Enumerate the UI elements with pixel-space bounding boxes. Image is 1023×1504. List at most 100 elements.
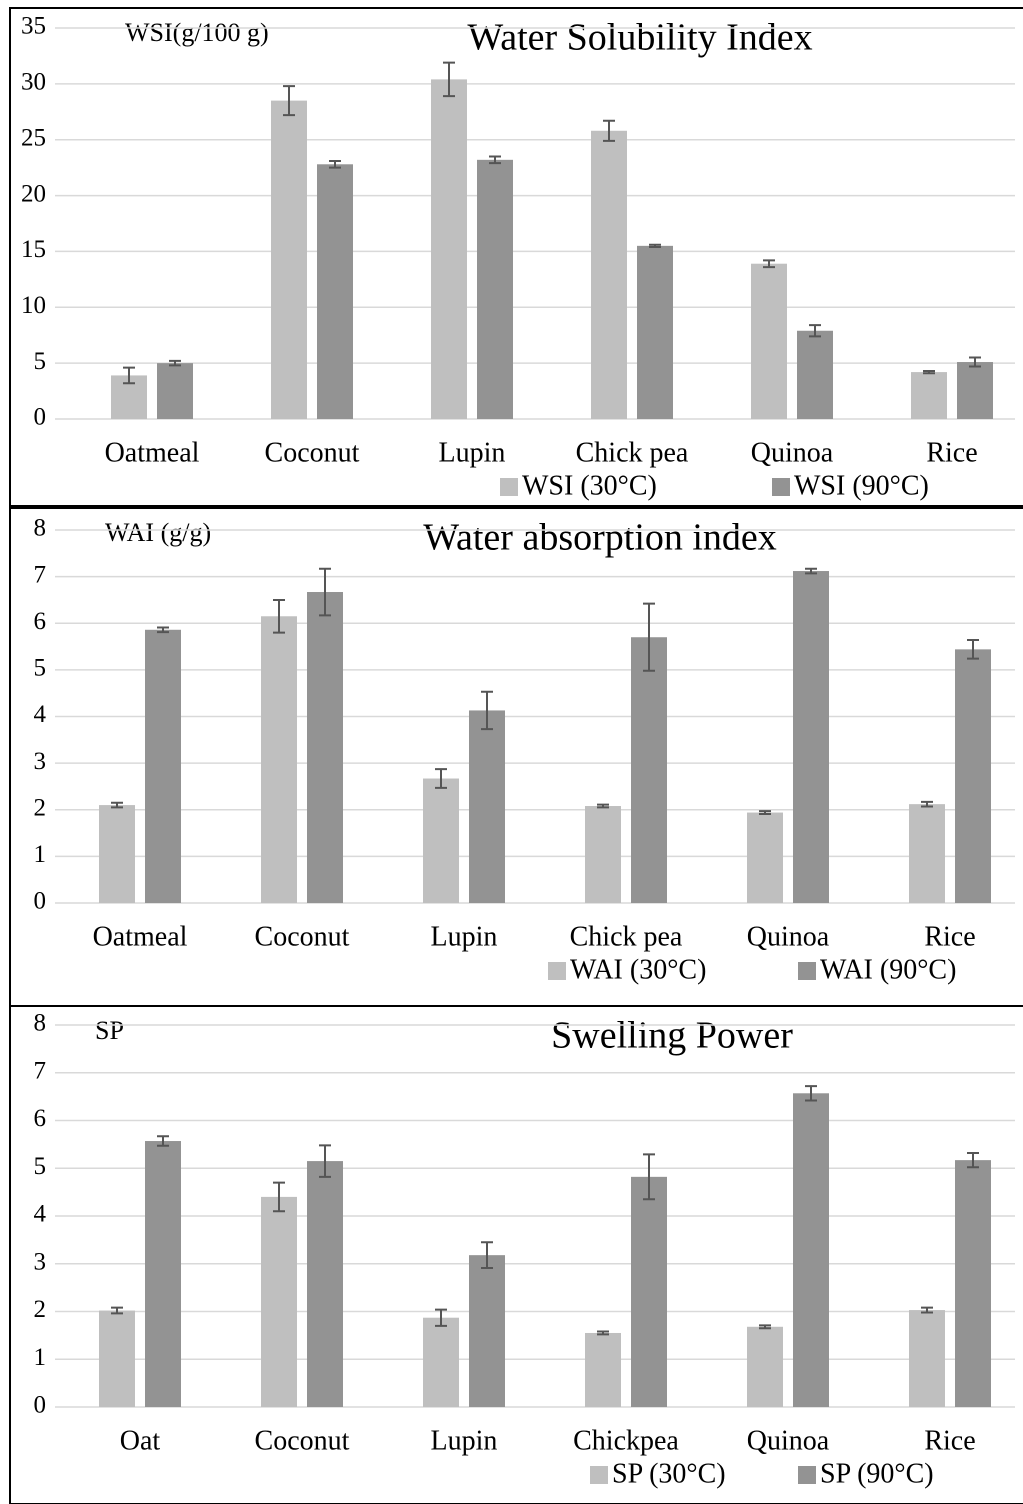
- x-tick-label: Oatmeal: [93, 921, 188, 952]
- bar: [955, 1160, 991, 1407]
- error-bar: [319, 1144, 331, 1178]
- error-bar: [111, 1306, 123, 1315]
- error-bar: [123, 366, 135, 385]
- bar: [909, 804, 945, 903]
- error-bar: [481, 690, 493, 731]
- x-tick-label: Quinoa: [747, 921, 830, 952]
- error-bar: [157, 1135, 169, 1147]
- error-bar: [805, 1085, 817, 1102]
- y-tick-label: 3: [34, 748, 47, 775]
- bar: [747, 1326, 783, 1407]
- legend-swatch: [500, 478, 518, 496]
- y-tick-label: 4: [34, 1201, 47, 1228]
- bar: [911, 372, 947, 419]
- bar: [261, 616, 297, 903]
- legend-swatch: [590, 1466, 608, 1484]
- x-tick-label: Coconut: [255, 1425, 350, 1456]
- y-tick-label: 2: [34, 1296, 47, 1323]
- bar: [955, 649, 991, 903]
- x-tick-label: Chick pea: [570, 921, 683, 952]
- error-bar: [603, 119, 615, 142]
- error-bar: [967, 639, 979, 660]
- chart-title: Water absorption index: [423, 517, 777, 559]
- y-tick-label: 8: [34, 515, 47, 542]
- bar: [469, 710, 505, 903]
- chart-title: Swelling Power: [551, 1015, 793, 1057]
- x-tick-label: Quinoa: [751, 437, 834, 468]
- error-bar: [921, 1306, 933, 1314]
- x-tick-label: Lupin: [431, 921, 498, 952]
- error-bar: [597, 803, 609, 809]
- y-axis-label: SP: [95, 1016, 124, 1045]
- bar: [585, 1332, 621, 1407]
- bar: [145, 629, 181, 903]
- legend-swatch: [772, 478, 790, 496]
- bar: [751, 263, 787, 419]
- x-tick-label: Lupin: [439, 437, 506, 468]
- x-tick-label: Oat: [120, 1425, 161, 1456]
- y-tick-label: 7: [34, 1057, 47, 1084]
- error-bar: [273, 598, 285, 634]
- error-bar: [805, 567, 817, 575]
- bar: [631, 637, 667, 903]
- bar: [797, 330, 833, 419]
- error-bar: [157, 626, 169, 634]
- y-tick-label: 0: [34, 888, 47, 915]
- panel-border: [9, 1005, 1023, 1504]
- x-tick-label: Lupin: [431, 1425, 498, 1456]
- legend-label: WAI (90°C): [820, 954, 956, 985]
- bar: [793, 571, 829, 903]
- error-bar: [923, 369, 935, 375]
- error-bar: [319, 567, 331, 617]
- y-axis-label: WSI(g/100 g): [125, 18, 269, 47]
- error-bar: [489, 155, 501, 165]
- bar: [307, 592, 343, 903]
- y-tick-label: 6: [34, 608, 47, 635]
- bar: [631, 1176, 667, 1407]
- y-tick-label: 4: [34, 701, 47, 728]
- bar: [423, 1317, 459, 1407]
- error-bar: [111, 801, 123, 809]
- y-tick-label: 6: [34, 1105, 47, 1132]
- bar: [261, 1196, 297, 1407]
- y-tick-label: 35: [21, 13, 46, 40]
- x-tick-label: Rice: [924, 1425, 975, 1456]
- error-bar: [283, 85, 295, 117]
- bar: [99, 805, 135, 903]
- chart-title: Water Solubility Index: [467, 17, 812, 59]
- legend-label: WAI (30°C): [570, 954, 706, 985]
- x-tick-label: Quinoa: [747, 1425, 830, 1456]
- y-tick-label: 30: [21, 69, 46, 96]
- bar: [957, 362, 993, 419]
- y-tick-label: 7: [34, 561, 47, 588]
- y-tick-label: 5: [34, 1153, 47, 1180]
- legend-swatch: [798, 1466, 816, 1484]
- bar: [477, 159, 513, 419]
- error-bar: [649, 243, 661, 248]
- error-bar: [643, 1153, 655, 1201]
- legend-label: WSI (90°C): [794, 470, 929, 501]
- legend-swatch: [548, 962, 566, 980]
- error-bar: [809, 324, 821, 338]
- y-tick-label: 10: [21, 292, 46, 319]
- legend-label: WSI (30°C): [522, 470, 657, 501]
- error-bar: [643, 602, 655, 672]
- bar: [747, 812, 783, 903]
- x-tick-label: Chickpea: [573, 1425, 679, 1456]
- x-tick-label: Coconut: [255, 921, 350, 952]
- error-bar: [169, 359, 181, 367]
- error-bar: [759, 1324, 771, 1330]
- bar: [99, 1310, 135, 1407]
- legend-label: SP (30°C): [612, 1458, 726, 1489]
- y-tick-label: 8: [34, 1010, 47, 1037]
- bar: [423, 778, 459, 903]
- x-tick-label: Rice: [926, 437, 977, 468]
- error-bar: [329, 159, 341, 169]
- y-tick-label: 0: [34, 404, 47, 431]
- bar: [145, 1141, 181, 1407]
- bar: [591, 130, 627, 419]
- legend-swatch: [798, 962, 816, 980]
- error-bar: [967, 1151, 979, 1169]
- bar: [431, 79, 467, 419]
- bar: [585, 806, 621, 903]
